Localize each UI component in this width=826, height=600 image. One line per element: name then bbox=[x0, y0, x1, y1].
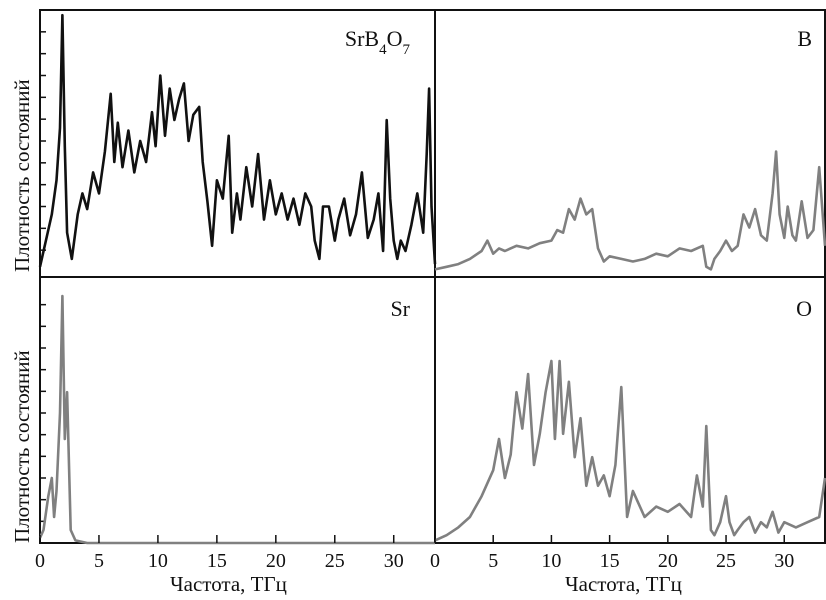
x-tick-label: 5 bbox=[488, 550, 498, 572]
panel-label-top-left: SrB4O7 bbox=[345, 26, 411, 58]
panel-label-bottom-left: Sr bbox=[390, 296, 410, 321]
series-line-top-right bbox=[434, 150, 826, 271]
x-tick-label: 20 bbox=[266, 550, 286, 572]
x-tick-label: 25 bbox=[716, 550, 736, 572]
x-tick-label: 5 bbox=[94, 550, 104, 572]
xlabel-left: Частота, ТГц bbox=[170, 572, 287, 596]
x-tick-label: 0 bbox=[430, 550, 440, 572]
x-tick-label: 30 bbox=[774, 550, 794, 572]
panel-label-bottom-right: O bbox=[796, 296, 812, 321]
series-line-bottom-right bbox=[434, 359, 826, 542]
series-line-bottom-left bbox=[38, 294, 435, 545]
x-tick-label: 15 bbox=[600, 550, 620, 572]
x-tick-label: 25 bbox=[325, 550, 345, 572]
x-tick-label: 10 bbox=[541, 550, 561, 572]
x-tick-label: 30 bbox=[384, 550, 404, 572]
ylabel-bottom: Плотность состояний bbox=[10, 350, 34, 543]
ylabel-top: Плотность состояний bbox=[10, 79, 34, 272]
panel-label-top-right: B bbox=[797, 26, 812, 51]
x-tick-label: 20 bbox=[658, 550, 678, 572]
series-line-top-left bbox=[38, 13, 437, 268]
x-tick-label: 0 bbox=[35, 550, 45, 572]
x-tick-label: 10 bbox=[148, 550, 168, 572]
xlabel-right: Частота, ТГц bbox=[565, 572, 682, 596]
x-tick-label: 15 bbox=[207, 550, 227, 572]
